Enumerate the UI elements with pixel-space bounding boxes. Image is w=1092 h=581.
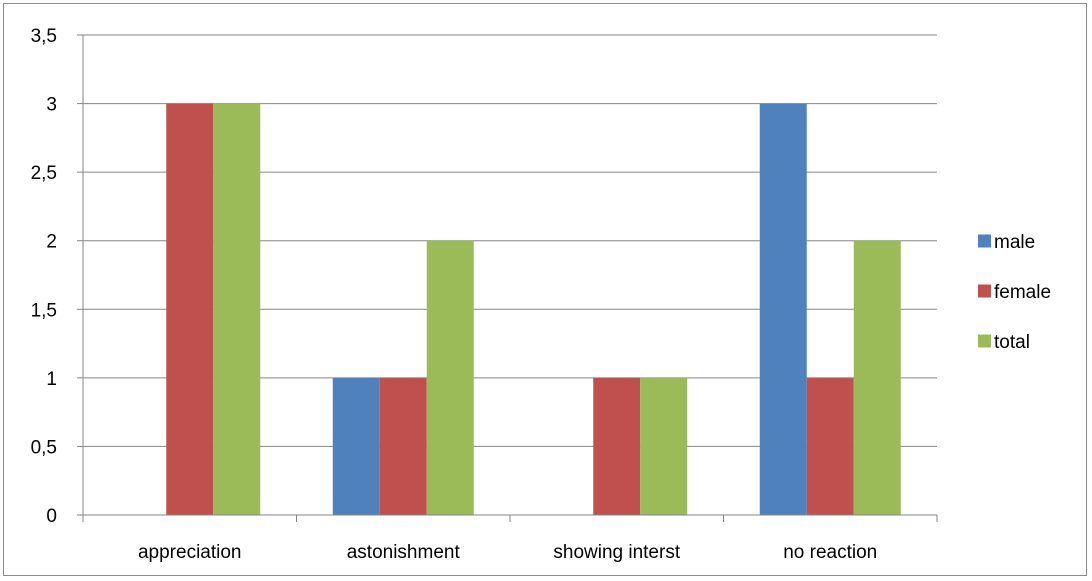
x-tick-label-0: appreciation xyxy=(138,542,242,563)
x-tick-label-2: showing interst xyxy=(553,542,680,563)
y-tick-label-7: 3,5 xyxy=(31,26,57,47)
bar-male-1 xyxy=(332,377,380,515)
x-tick-label-3: no reaction xyxy=(783,542,877,563)
legend-label-male: male xyxy=(994,232,1035,253)
y-tick-label-2: 1 xyxy=(46,369,57,390)
y-tick-label-5: 2,5 xyxy=(31,163,57,184)
legend: male female total xyxy=(978,232,1051,353)
bar-total-3 xyxy=(853,240,901,515)
legend-label-total: total xyxy=(994,332,1030,353)
legend-label-female: female xyxy=(994,282,1051,303)
legend-swatch-male xyxy=(978,234,991,248)
bar-total-2 xyxy=(640,377,688,515)
bar-female-1 xyxy=(379,377,427,515)
bars xyxy=(166,103,901,516)
x-tick-label-1: astonishment xyxy=(347,542,461,563)
y-tick-label-4: 2 xyxy=(46,232,57,253)
bar-total-0 xyxy=(213,103,261,516)
legend-swatch-female xyxy=(978,284,991,298)
y-tick-label-0: 0 xyxy=(46,506,57,527)
bar-female-0 xyxy=(166,103,214,516)
y-tick-label-6: 3 xyxy=(46,95,57,116)
bar-total-1 xyxy=(426,240,474,515)
bar-female-2 xyxy=(593,377,641,515)
legend-swatch-total xyxy=(978,334,991,348)
axes: 0 0,5 1 1,5 2 2,5 3 3,5 appreciation astonishment… xyxy=(31,26,938,563)
y-tick-label-1: 0,5 xyxy=(31,437,57,458)
y-tick-label-3: 1,5 xyxy=(31,300,57,321)
bar-female-3 xyxy=(806,377,854,515)
bar-male-3 xyxy=(759,103,807,516)
